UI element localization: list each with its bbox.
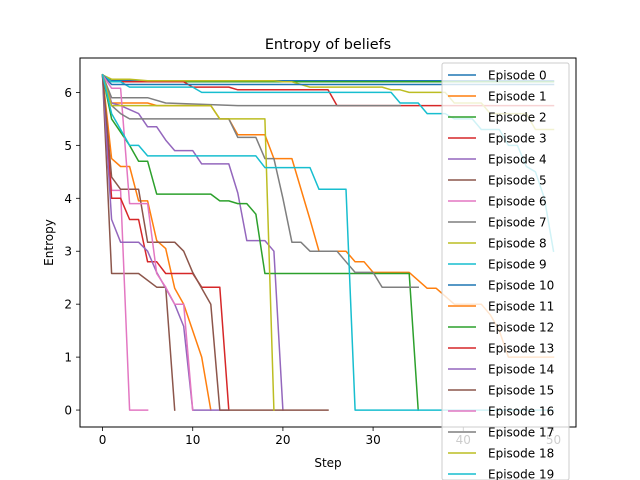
series-line-18 — [101, 73, 275, 411]
legend-label: Episode 8 — [488, 237, 547, 251]
legend-label: Episode 4 — [488, 153, 547, 167]
y-axis-label: Entropy — [42, 219, 56, 266]
legend-label: Episode 5 — [488, 174, 547, 188]
x-tick-label: 20 — [275, 433, 290, 447]
x-tick-label: 10 — [185, 433, 200, 447]
legend-label: Episode 17 — [488, 426, 554, 440]
series-line-5 — [101, 74, 176, 411]
y-tick-label: 3 — [64, 245, 72, 259]
series-line-13 — [101, 74, 230, 411]
series-line-16 — [101, 73, 194, 411]
series-line-4 — [101, 73, 284, 411]
legend-label: Episode 15 — [488, 384, 554, 398]
legend-label: Episode 13 — [488, 342, 554, 356]
y-tick-label: 1 — [64, 351, 72, 365]
legend-label: Episode 11 — [488, 300, 554, 314]
legend-label: Episode 0 — [488, 69, 547, 83]
legend-label: Episode 10 — [488, 279, 554, 293]
y-tick-label: 0 — [64, 404, 72, 418]
series-line-15 — [101, 74, 329, 411]
legend-label: Episode 19 — [488, 468, 554, 480]
legend-box — [441, 62, 570, 480]
legend: Episode 0 Episode 1 Episode 2 Episode 3 Epis… — [441, 62, 570, 480]
legend-label: Episode 16 — [488, 405, 554, 419]
y-axis: 0 1 2 3 4 5 6 — [64, 86, 80, 418]
legend-label: Episode 3 — [488, 132, 547, 146]
plot-frame — [79, 57, 577, 428]
series-line-11 — [101, 74, 212, 411]
series-line-3 — [101, 73, 555, 107]
x-tick-label: 0 — [99, 433, 107, 447]
x-tick-label: 30 — [365, 433, 380, 447]
legend-label: Episode 6 — [488, 195, 547, 209]
legend-label: Episode 12 — [488, 321, 554, 335]
x-axis-label: Step — [314, 456, 341, 470]
legend-label: Episode 14 — [488, 363, 554, 377]
legend-label: Episode 1 — [488, 90, 547, 104]
chart-title: Entropy of beliefs — [265, 37, 391, 53]
legend-label: Episode 2 — [488, 111, 547, 125]
y-tick-label: 2 — [64, 298, 72, 312]
legend-label: Episode 9 — [488, 258, 547, 272]
y-tick-label: 6 — [64, 86, 72, 100]
y-tick-label: 4 — [64, 192, 72, 206]
series-line-17 — [101, 73, 419, 288]
legend-label: Episode 7 — [488, 216, 547, 230]
series-line-7 — [101, 73, 401, 107]
y-tick-label: 5 — [64, 139, 72, 153]
legend-label: Episode 18 — [488, 447, 554, 461]
